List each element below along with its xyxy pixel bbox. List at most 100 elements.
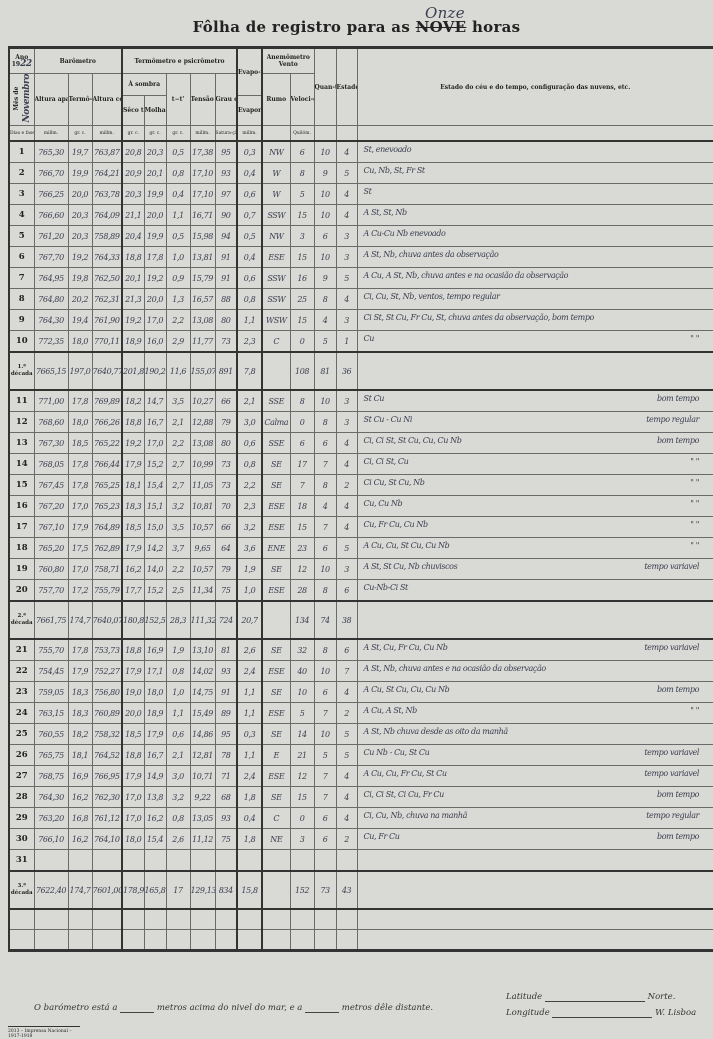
wet-bulb-cell: 15,2 [143, 453, 167, 475]
cloud-amount-cell: 8 [313, 411, 337, 433]
weather-summary: " " [690, 478, 699, 487]
evaporation-cell: 0,4 [236, 807, 264, 829]
attached-thermometer-cell: 17,0 [67, 558, 93, 580]
sky-remark: St Cu [363, 394, 385, 403]
unit-gc: gr. c. [121, 125, 145, 142]
sea-state-cell: 4 [335, 453, 358, 475]
corrected-height-cell [91, 849, 123, 872]
day-number: 30 [8, 828, 35, 850]
day-number: 23 [8, 681, 35, 703]
blank-row [8, 908, 713, 930]
evaporation-header: Evapora-ção [236, 95, 264, 126]
vapor-tension-cell: 13,05 [189, 807, 216, 829]
table-row: 21 755,70 17,8 753,73 18,8 16,9 1,9 13,10 81 2,6 S… [8, 638, 713, 661]
weather-summary: tempo variavel [644, 643, 699, 652]
day-number: 6 [8, 246, 35, 268]
wind-speed-cell: 5 [289, 702, 315, 724]
sky-state-cell: A Cu, Cu, St Cu, Cu Nb " " [356, 537, 713, 559]
blank-cell [165, 908, 191, 930]
dry-bulb-cell: 18,9 [121, 330, 145, 353]
dry-bulb-cell: 20,3 [121, 183, 145, 205]
sky-state-cell: St, enevoado [356, 140, 713, 163]
weather-summary: tempo regular [646, 415, 699, 424]
wind-speed-cell: 0 [289, 411, 315, 433]
vapor-tension-cell: 14,86 [189, 723, 216, 745]
apparent-height-cell: 767,10 [33, 516, 69, 538]
attached-thermometer-cell: 19,9 [67, 162, 93, 184]
dry-bulb-cell: 17,9 [121, 537, 145, 559]
evaporation-cell: 0,6 [236, 267, 264, 289]
wet-bulb-cell: 15,4 [143, 474, 167, 496]
table-row: 11 771,00 17,8 769,89 18,2 14,7 3,5 10,27 66 2,1 S… [8, 389, 713, 412]
apparent-height-cell: 761,20 [33, 225, 69, 247]
wind-speed-cell: 3 [289, 225, 315, 247]
sea-state-cell: 3 [335, 309, 358, 331]
evaporation-cell: 0,7 [236, 204, 264, 226]
day-number: 26 [8, 744, 35, 766]
cloud-amount-cell: 6 [313, 681, 337, 703]
corrected-height-cell: 764,10 [91, 828, 123, 850]
unit-blank [313, 125, 337, 142]
cloud-amount-cell: 6 [313, 807, 337, 829]
dry-bulb-cell: 18,8 [121, 411, 145, 433]
vapor-tension-cell: 13,81 [189, 246, 216, 268]
cloud-amount-cell: 7 [313, 765, 337, 787]
dry-bulb-cell: 17,9 [121, 660, 145, 682]
sky-remark: A Cu, Cu, Fr Cu, St Cu [363, 769, 447, 778]
evaporation-cell: 0,6 [236, 183, 264, 205]
cloud-amount-total: 74 [313, 600, 337, 640]
wind-direction-cell: C [261, 807, 291, 829]
corrected-height-cell: 758,89 [91, 225, 123, 247]
weather-summary: " " [690, 457, 699, 466]
sky-state-cell: Ci, Ci St, Ci Cu, Fr Cu bom tempo [356, 786, 713, 808]
apparent-height-cell: 766,25 [33, 183, 69, 205]
sea-state-cell: 3 [335, 411, 358, 433]
blank-cell [289, 929, 315, 951]
day-number: 9 [8, 309, 35, 331]
apparent-height-cell: 760,55 [33, 723, 69, 745]
corrected-height-cell: 762,31 [91, 288, 123, 310]
humidity-cell: 73 [214, 453, 239, 475]
evaporation-cell: 0,5 [236, 225, 264, 247]
unit-mm: millm. [189, 125, 216, 142]
dry-bulb-cell: 18,2 [121, 389, 145, 412]
weather-summary: " " [690, 706, 699, 715]
wind-direction-cell: E [261, 744, 291, 766]
sky-state-cell [356, 600, 713, 640]
sky-state-cell: Cu, Fr Cu bom tempo [356, 828, 713, 850]
blank-cell [91, 908, 123, 930]
day-number: 7 [8, 267, 35, 289]
sea-state-cell: 5 [335, 723, 358, 745]
attached-thermometer-cell [67, 849, 93, 872]
wind-direction-total [261, 351, 291, 391]
apparent-height-cell: 765,20 [33, 537, 69, 559]
decade-label: 3.ª década [8, 870, 35, 910]
apparent-height-cell: 764,30 [33, 786, 69, 808]
title-struck-hour: NOVE [415, 18, 467, 36]
apparent-height-cell: 768,75 [33, 765, 69, 787]
corrected-height-cell: 762,89 [91, 537, 123, 559]
day-number: 5 [8, 225, 35, 247]
table-row: 26 765,75 18,1 764,52 18,8 16,7 2,1 12,81 78 1,1 E… [8, 744, 713, 766]
temp-diff-cell: 3,0 [165, 765, 191, 787]
sky-remark: Ci, Cu, Nb, chuva na manhã [363, 811, 468, 820]
vapor-tension-cell: 12,88 [189, 411, 216, 433]
blank-cell [236, 929, 264, 951]
sea-state-total: 36 [335, 351, 358, 391]
vapor-tension-total: 111,32 [189, 600, 216, 640]
decade-label: 2.ª década [8, 600, 35, 640]
evaporimeter-header: Evapo-rímetro [236, 47, 264, 96]
sea-state-header: Estado do mar [335, 47, 358, 126]
corrected-height-cell: 763,87 [91, 140, 123, 163]
attached-thermometer-cell: 17,5 [67, 537, 93, 559]
vapor-tension-cell: 13,08 [189, 432, 216, 454]
page-title: Fôlha de registro para as NOVE horas Onz… [0, 4, 713, 36]
apparent-height-cell: 765,75 [33, 744, 69, 766]
wind-speed-cell: 17 [289, 453, 315, 475]
sky-remark: Ci Cu, St Cu, Nb [363, 478, 425, 487]
humidity-cell: 81 [214, 638, 239, 661]
blank-cell [236, 908, 264, 930]
table-row: 4 766,60 20,3 764,09 21,1 20,0 1,1 16,71 90 0,7 SS… [8, 204, 713, 226]
humidity-cell: 97 [214, 183, 239, 205]
sea-state-cell: 3 [335, 246, 358, 268]
